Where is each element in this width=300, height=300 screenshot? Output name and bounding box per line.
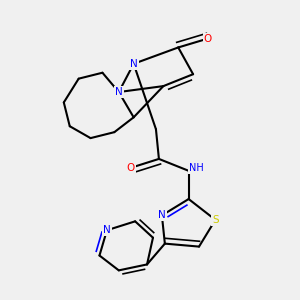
Text: S: S xyxy=(212,215,219,225)
Text: N: N xyxy=(115,87,123,97)
Text: NH: NH xyxy=(189,163,203,173)
Text: N: N xyxy=(158,210,166,220)
Text: O: O xyxy=(127,163,135,173)
Text: N: N xyxy=(103,225,111,235)
Text: O: O xyxy=(204,34,212,44)
Text: N: N xyxy=(130,59,137,69)
